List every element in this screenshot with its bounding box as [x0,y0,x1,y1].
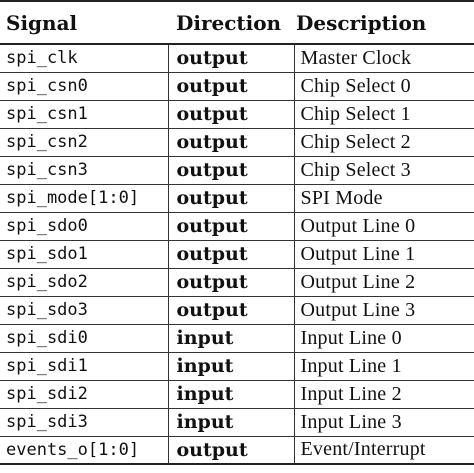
signal-cell: spi_clk [0,44,169,73]
signal-cell: spi_sdi3 [0,408,169,437]
table-row: spi_sdi2 input Input Line 2 [0,380,474,409]
signal-cell: events_o[1:0] [0,436,169,465]
table-row: spi_csn0 output Chip Select 0 [0,72,474,101]
description-cell: Input Line 1 [294,352,474,381]
direction-cell: output [168,268,295,297]
table-row: spi_csn2 output Chip Select 2 [0,128,474,157]
direction-cell: output [168,156,295,185]
signal-cell: spi_sdo1 [0,240,169,269]
direction-cell: output [168,44,295,73]
description-cell: Input Line 3 [294,408,474,437]
description-cell: Chip Select 3 [294,156,474,185]
table-header: Signal Direction Description [0,0,474,45]
table-row: events_o[1:0] output Event/Interrupt [0,436,474,465]
description-cell: Input Line 2 [294,380,474,409]
description-cell: Output Line 1 [294,240,474,269]
signal-cell: spi_csn1 [0,100,169,129]
table-row: spi_sdo0 output Output Line 0 [0,212,474,241]
direction-cell: output [168,212,295,241]
table-row: spi_sdo3 output Output Line 3 [0,296,474,325]
table-row: spi_mode[1:0] output SPI Mode [0,184,474,213]
direction-cell: input [168,324,295,353]
signal-cell: spi_csn2 [0,128,169,157]
signal-cell: spi_mode[1:0] [0,184,169,213]
description-cell: Output Line 2 [294,268,474,297]
description-cell: SPI Mode [294,184,474,213]
table-row: spi_csn1 output Chip Select 1 [0,100,474,129]
signal-cell: spi_sdi2 [0,380,169,409]
signal-cell: spi_sdi1 [0,352,169,381]
description-cell: Chip Select 1 [294,100,474,129]
signal-cell: spi_csn3 [0,156,169,185]
description-cell: Chip Select 2 [294,128,474,157]
direction-cell: output [168,128,295,157]
direction-cell: output [168,184,295,213]
description-cell: Chip Select 0 [294,72,474,101]
direction-cell: output [168,296,295,325]
table-row: spi_sdi0 input Input Line 0 [0,324,474,353]
direction-cell: output [168,240,295,269]
signal-cell: spi_sdi0 [0,324,169,353]
table-row: spi_sdi1 input Input Line 1 [0,352,474,381]
table-row: spi_clk output Master Clock [0,44,474,73]
table-row: spi_sdo1 output Output Line 1 [0,240,474,269]
direction-cell: input [168,408,295,437]
table-row: spi_csn3 output Chip Select 3 [0,156,474,185]
direction-cell: output [168,436,295,465]
direction-cell: input [168,380,295,409]
table-row: spi_sdo2 output Output Line 2 [0,268,474,297]
signal-cell: spi_sdo0 [0,212,169,241]
table-body: spi_clk output Master Clock spi_csn0 output C… [0,44,474,465]
description-cell: Event/Interrupt [294,436,474,465]
direction-cell: output [168,72,295,101]
description-cell: Output Line 0 [294,212,474,241]
direction-cell: input [168,352,295,381]
header-description: Description [294,0,474,45]
description-cell: Output Line 3 [294,296,474,325]
header-row: Signal Direction Description [0,0,474,45]
signal-cell: spi_sdo2 [0,268,169,297]
table-row: spi_sdi3 input Input Line 3 [0,408,474,437]
header-signal: Signal [0,0,168,45]
description-cell: Master Clock [294,44,474,73]
signal-cell: spi_sdo3 [0,296,169,325]
direction-cell: output [168,100,295,129]
header-direction: Direction [168,0,294,45]
description-cell: Input Line 0 [294,324,474,353]
signal-cell: spi_csn0 [0,72,169,101]
